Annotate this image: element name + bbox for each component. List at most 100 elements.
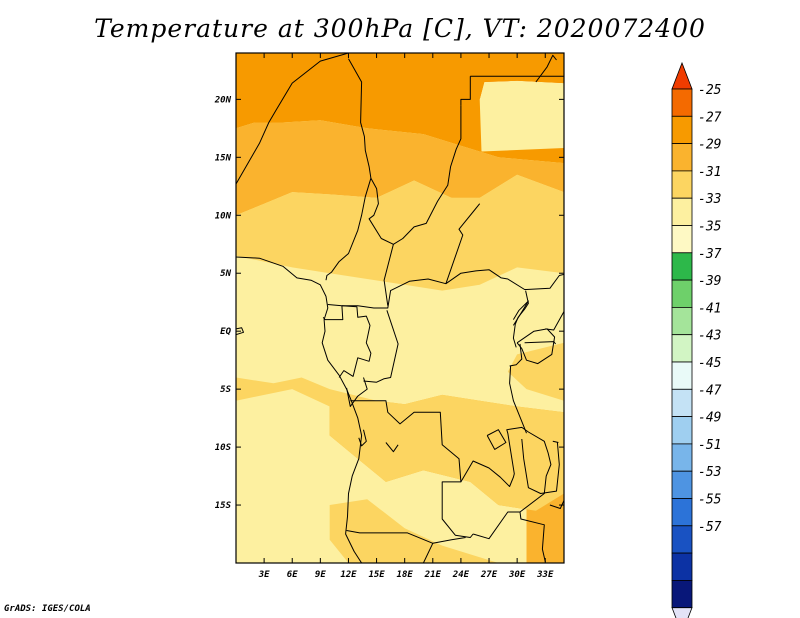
y-tick-label: EQ xyxy=(220,327,231,337)
coastline xyxy=(486,429,507,450)
colorbar-box xyxy=(671,88,693,117)
x-tick-label: 15E xyxy=(368,570,385,580)
colorbar-label: -29 xyxy=(698,138,721,153)
coastline xyxy=(236,256,363,563)
colorbar-box xyxy=(671,115,693,145)
colorbar-label: -53 xyxy=(698,465,721,480)
temperature-region xyxy=(329,499,499,563)
x-tick-label: 33E xyxy=(536,570,554,580)
colorbar-label: -33 xyxy=(698,192,721,207)
colorbar-label: -55 xyxy=(698,493,722,508)
country-border xyxy=(383,244,394,306)
temperature-region xyxy=(236,400,321,563)
colorbar-label: -49 xyxy=(698,411,721,426)
colorbar-box xyxy=(671,416,693,445)
temperature-region xyxy=(404,296,480,343)
colorbar-box xyxy=(671,443,693,472)
country-border xyxy=(460,76,471,106)
colorbar-label: -45 xyxy=(698,356,722,371)
colorbar-box xyxy=(671,525,693,554)
country-border xyxy=(545,311,564,331)
country-border xyxy=(338,305,372,378)
x-tick-label: 21E xyxy=(424,570,442,580)
temperature-field xyxy=(236,53,564,563)
temperature-region xyxy=(236,377,564,511)
coastline xyxy=(549,500,564,509)
colorbar-box xyxy=(671,197,693,226)
colorbar-box xyxy=(671,552,693,581)
colorbar-bottom-arrow xyxy=(671,607,693,618)
coastline xyxy=(236,327,244,336)
country-border xyxy=(322,305,344,321)
x-tick-label: 6E xyxy=(287,570,298,580)
y-tick-label: 15N xyxy=(215,153,232,163)
x-tick-label: 9E xyxy=(315,570,326,580)
colorbar-box xyxy=(671,361,693,390)
x-tick-label: 12E xyxy=(340,570,357,580)
x-tick-label: 30E xyxy=(508,570,526,580)
y-tick-label: 15S xyxy=(215,501,232,511)
colorbar-box xyxy=(671,498,693,527)
x-tick-label: 3E xyxy=(258,570,270,580)
coastline xyxy=(509,365,527,434)
y-tick-label: 5N xyxy=(220,269,231,279)
coastline xyxy=(516,328,556,365)
country-border xyxy=(460,426,552,513)
colorbar-label: -43 xyxy=(698,329,721,344)
colorbar-top-arrow xyxy=(671,61,693,90)
colorbar: -25 -27 -29 -31 -33 -35 -37 -39 -41 -43 -45 -47 -49 -… xyxy=(671,61,722,618)
colorbar-box xyxy=(671,388,693,417)
y-tick-label: 20N xyxy=(214,95,232,105)
colorbar-label: -27 xyxy=(698,110,722,125)
coastline xyxy=(358,429,367,447)
country-border xyxy=(512,290,529,348)
colorbar-label: -51 xyxy=(698,438,721,453)
colorbar-box xyxy=(671,334,693,363)
y-tick-label: 10S xyxy=(215,443,232,453)
coastline xyxy=(521,438,560,494)
colorbar-label: -47 xyxy=(698,383,722,398)
x-tick-label: 18E xyxy=(397,570,414,580)
colorbar-label: -37 xyxy=(698,247,722,262)
map-frame xyxy=(235,52,565,564)
country-border xyxy=(472,511,520,540)
temperature-region xyxy=(236,53,564,164)
colorbar-box xyxy=(671,170,693,199)
country-border xyxy=(552,440,559,443)
country-border xyxy=(346,377,368,407)
coastline xyxy=(385,442,399,453)
colorbar-box xyxy=(671,470,693,499)
x-tick-label: 24E xyxy=(452,570,470,580)
country-border xyxy=(445,203,481,284)
country-border xyxy=(350,400,474,538)
country-border xyxy=(348,58,372,179)
country-border xyxy=(325,178,372,281)
x-axis: 3E 6E 9E 12E 15E 18E 21E 24E 27E 30E 33E xyxy=(258,53,554,580)
temperature-region xyxy=(236,174,564,291)
y-tick-label: 5S xyxy=(220,385,231,395)
country-border xyxy=(368,105,462,245)
country-border xyxy=(526,273,564,290)
temperature-region xyxy=(526,493,564,563)
colorbar-box xyxy=(671,252,693,281)
country-border xyxy=(327,269,527,309)
country-border xyxy=(363,310,399,383)
colorbar-label: -25 xyxy=(698,83,722,98)
grads-credit: GrADS: IGES/COLA xyxy=(4,604,91,614)
country-border xyxy=(524,341,556,345)
y-axis: 20N 15N 10N 5N EQ 5S 10S 15S xyxy=(214,95,564,511)
chart-title: Temperature at 300hPa [C], VT: 202007240… xyxy=(94,14,706,43)
y-tick-label: 10N xyxy=(215,211,232,221)
country-border xyxy=(346,530,466,544)
colorbar-label: -31 xyxy=(698,165,721,180)
country-border xyxy=(509,343,523,367)
colorbar-box xyxy=(671,580,693,609)
colorbar-box xyxy=(671,143,693,172)
colorbar-label: -41 xyxy=(698,301,721,316)
map-boundaries xyxy=(236,53,564,563)
colorbar-box xyxy=(671,279,693,308)
country-border xyxy=(236,53,349,185)
temperature-region xyxy=(236,120,564,216)
